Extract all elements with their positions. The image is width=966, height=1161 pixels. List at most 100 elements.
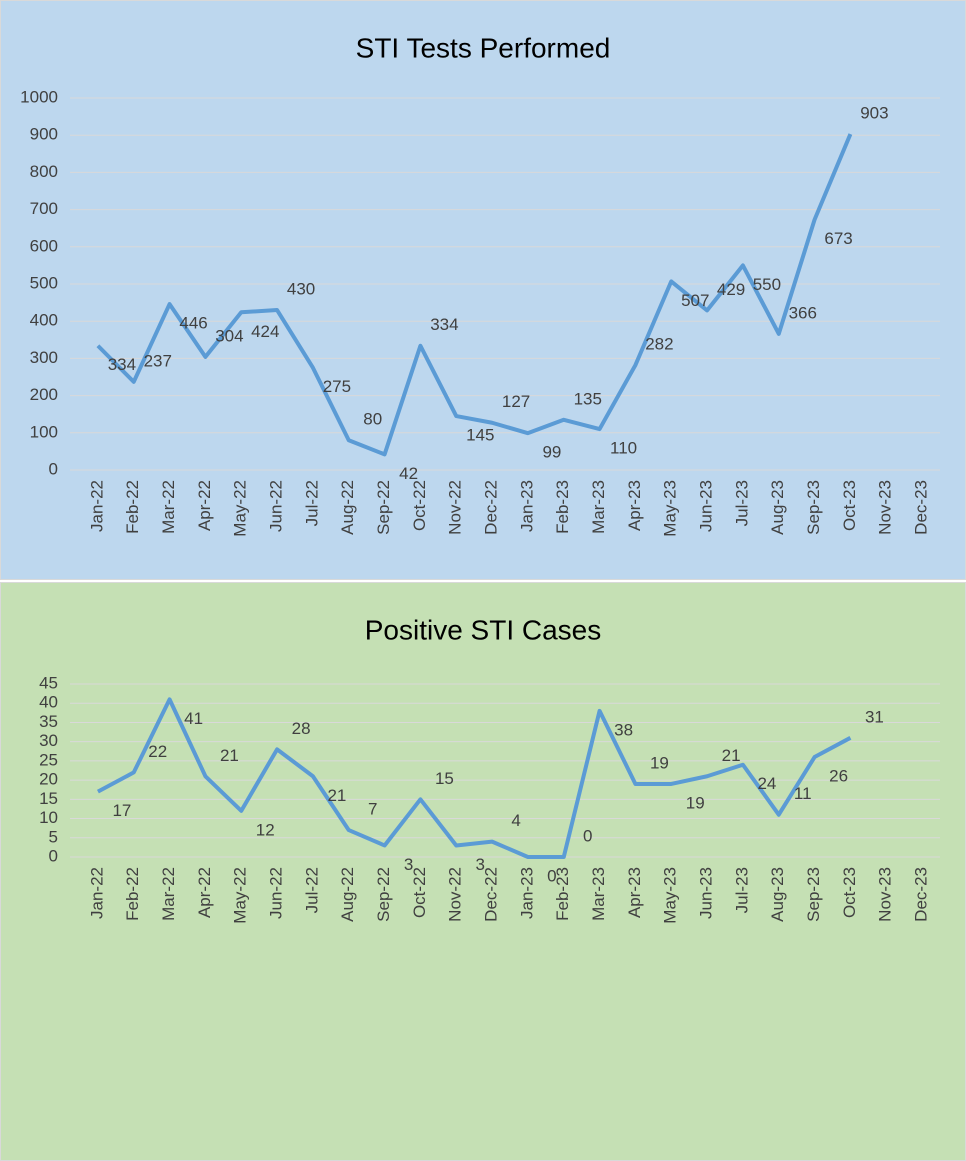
x-tick-label: Jul-22 — [302, 867, 321, 913]
data-label: 4 — [511, 811, 520, 830]
x-tick-label: Jan-22 — [87, 867, 106, 919]
x-tick-label: Oct-22 — [410, 480, 429, 531]
data-label: 334 — [430, 315, 458, 334]
chart-background — [0, 582, 966, 1161]
chart-title: STI Tests Performed — [356, 32, 611, 63]
data-line — [96, 697, 852, 859]
data-label: 17 — [112, 801, 131, 820]
x-tick-label: Sep-23 — [804, 480, 823, 535]
y-tick-label: 800 — [30, 162, 58, 181]
data-label: 19 — [686, 793, 705, 812]
data-label: 42 — [399, 464, 418, 483]
x-tick-label: Sep-22 — [374, 480, 393, 535]
data-label: 127 — [502, 392, 530, 411]
x-tick-label: Nov-22 — [446, 480, 465, 535]
x-tick-label: Nov-22 — [446, 867, 465, 922]
y-tick-label: 10 — [39, 808, 58, 827]
data-label: 334 — [108, 355, 136, 374]
x-tick-label: Mar-23 — [589, 867, 608, 921]
data-label: 282 — [645, 335, 673, 354]
y-tick-label: 1000 — [20, 87, 58, 106]
data-label: 7 — [368, 800, 377, 819]
data-label: 135 — [574, 389, 602, 408]
y-tick-label: 35 — [39, 712, 58, 731]
data-label: 21 — [327, 786, 346, 805]
data-label: 366 — [789, 303, 817, 322]
y-tick-label: 900 — [30, 125, 58, 144]
x-tick-label: Jan-23 — [517, 867, 536, 919]
x-tick-label: May-23 — [661, 867, 680, 924]
x-tick-label: Dec-22 — [482, 480, 501, 535]
data-label: 424 — [251, 322, 279, 341]
x-tick-label: Aug-23 — [768, 480, 787, 535]
data-label: 903 — [860, 104, 888, 123]
y-tick-label: 200 — [30, 385, 58, 404]
x-tick-label: Mar-22 — [159, 480, 178, 534]
x-tick-label: Jul-23 — [732, 480, 751, 526]
x-tick-label: Feb-23 — [553, 480, 572, 534]
y-tick-label: 100 — [30, 422, 58, 441]
data-label: 446 — [179, 314, 207, 333]
data-label: 22 — [148, 742, 167, 761]
x-tick-label: Jul-22 — [302, 480, 321, 526]
data-label: 0 — [583, 826, 592, 845]
x-tick-label: Nov-23 — [876, 480, 895, 535]
data-label: 19 — [650, 753, 669, 772]
data-label: 145 — [466, 426, 494, 445]
y-tick-label: 5 — [49, 827, 58, 846]
y-tick-label: 45 — [39, 673, 58, 692]
data-label: 304 — [215, 326, 243, 345]
data-label: 275 — [323, 377, 351, 396]
x-tick-label: Apr-22 — [195, 480, 214, 531]
x-tick-label: Nov-23 — [876, 867, 895, 922]
x-tick-label: Jun-22 — [267, 480, 286, 532]
data-label: 3 — [476, 855, 485, 874]
x-tick-label: Feb-23 — [553, 867, 572, 921]
x-tick-label: Sep-23 — [804, 867, 823, 922]
x-tick-label: Jul-23 — [732, 867, 751, 913]
data-label: 26 — [829, 767, 848, 786]
data-label: 11 — [794, 784, 812, 803]
data-label: 28 — [292, 719, 311, 738]
y-tick-label: 40 — [39, 693, 58, 712]
data-label: 80 — [363, 410, 382, 429]
x-tick-label: Feb-22 — [123, 480, 142, 534]
x-tick-label: Apr-22 — [195, 867, 214, 918]
x-tick-label: Apr-23 — [625, 867, 644, 918]
y-tick-label: 500 — [30, 273, 58, 292]
x-tick-label: Oct-23 — [840, 867, 859, 918]
chart-background — [0, 0, 966, 580]
data-label: 0 — [547, 866, 556, 885]
data-label: 3 — [404, 855, 413, 874]
y-tick-label: 400 — [30, 311, 58, 330]
x-tick-label: Aug-22 — [338, 867, 357, 922]
x-tick-label: Aug-22 — [338, 480, 357, 535]
x-tick-label: Jun-23 — [697, 480, 716, 532]
y-tick-label: 600 — [30, 236, 58, 255]
x-tick-label: Jan-22 — [87, 480, 106, 532]
x-tick-label: Oct-23 — [840, 480, 859, 531]
data-label: 41 — [184, 709, 203, 728]
x-tick-label: Dec-23 — [912, 867, 931, 922]
x-tick-label: Oct-22 — [410, 867, 429, 918]
y-tick-label: 15 — [39, 789, 58, 808]
x-tick-label: Jun-22 — [267, 867, 286, 919]
data-label: 15 — [435, 769, 454, 788]
data-label: 507 — [681, 291, 709, 310]
y-tick-label: 0 — [49, 459, 58, 478]
x-tick-label: Mar-22 — [159, 867, 178, 921]
data-label: 24 — [757, 774, 776, 793]
x-tick-label: Sep-22 — [374, 867, 393, 922]
x-tick-label: Mar-23 — [589, 480, 608, 534]
data-label: 110 — [610, 439, 637, 458]
x-tick-label: Apr-23 — [625, 480, 644, 531]
y-tick-label: 25 — [39, 750, 58, 769]
x-tick-label: May-22 — [231, 867, 250, 924]
data-label: 237 — [144, 351, 172, 370]
x-tick-label: May-23 — [661, 480, 680, 537]
data-line — [96, 133, 853, 457]
data-label: 99 — [542, 443, 561, 462]
y-tick-label: 0 — [49, 846, 58, 865]
y-tick-label: 20 — [39, 770, 58, 789]
